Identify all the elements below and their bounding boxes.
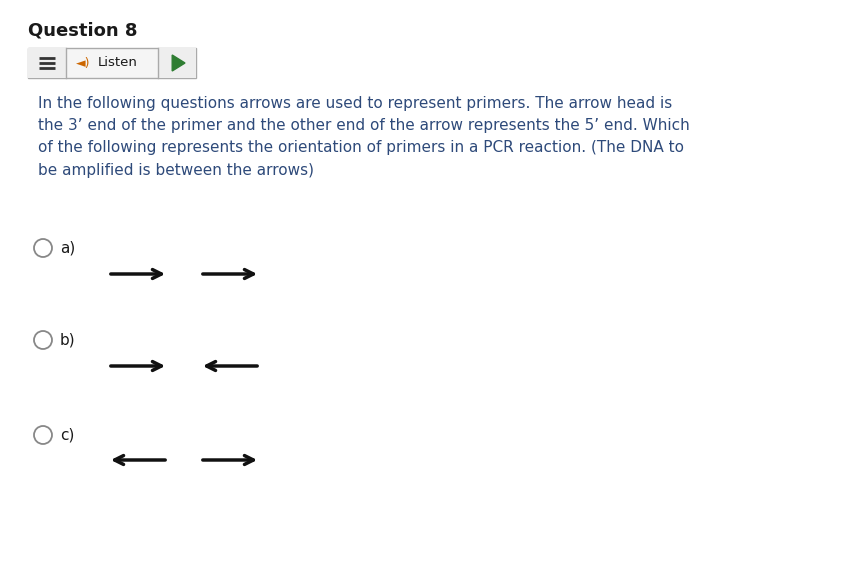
Text: c): c) bbox=[60, 427, 74, 442]
Text: a): a) bbox=[60, 240, 75, 255]
Text: In the following questions arrows are used to represent primers. The arrow head : In the following questions arrows are us… bbox=[38, 96, 689, 178]
Text: ◄): ◄) bbox=[76, 57, 90, 69]
Text: Question 8: Question 8 bbox=[28, 22, 138, 40]
Bar bbox=[158, 48, 195, 78]
Polygon shape bbox=[172, 55, 185, 71]
Bar bbox=[28, 48, 66, 78]
Bar bbox=[28, 48, 195, 78]
Text: Listen: Listen bbox=[98, 57, 138, 69]
Text: b): b) bbox=[60, 332, 76, 347]
